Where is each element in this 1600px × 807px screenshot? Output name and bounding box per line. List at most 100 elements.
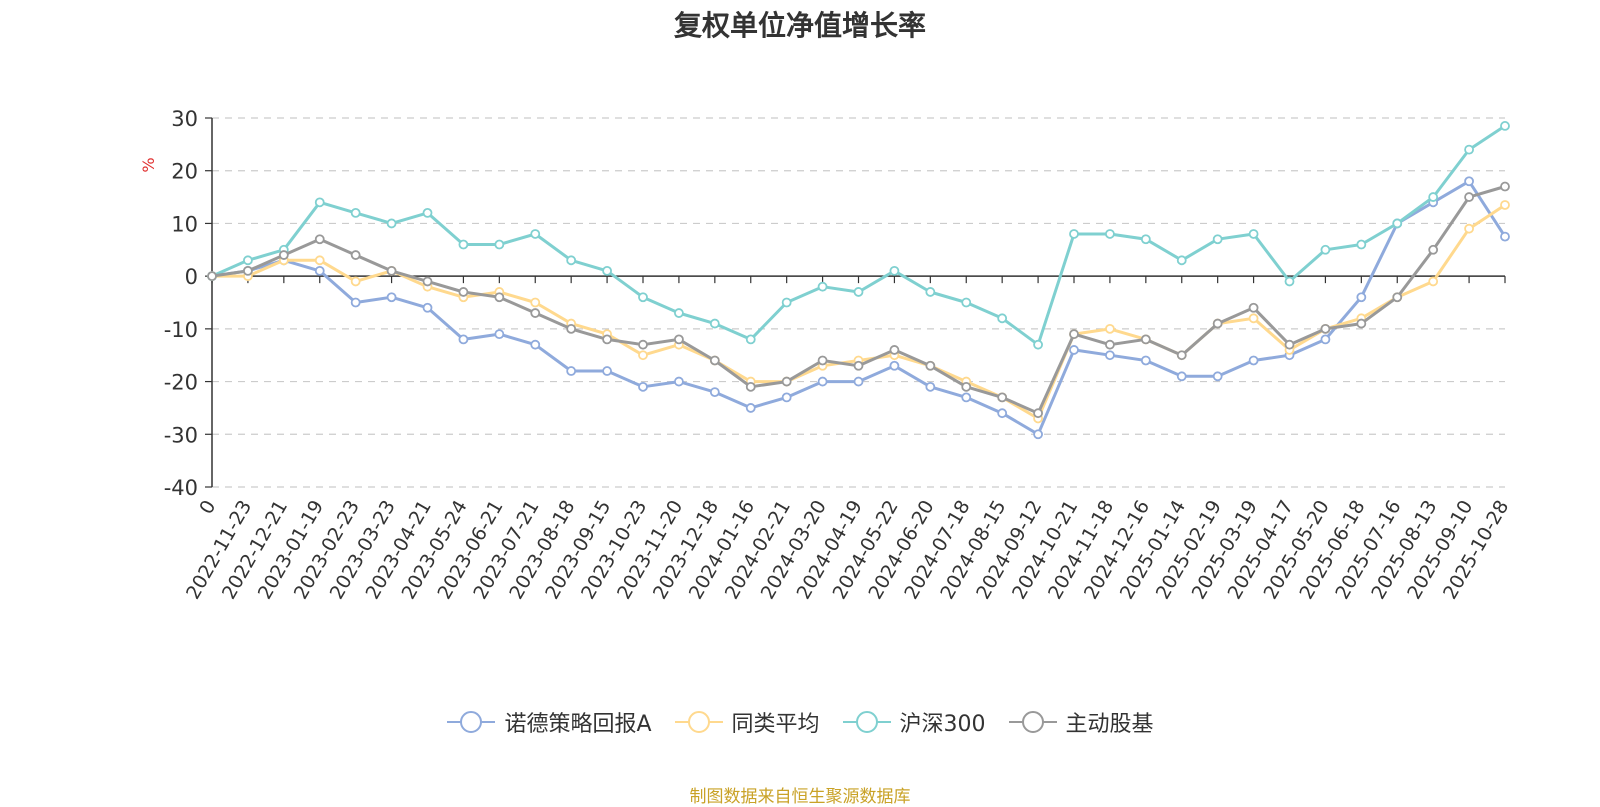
data-point (674, 376, 684, 387)
data-point (781, 297, 792, 308)
data-point (1500, 231, 1510, 242)
series-line (211, 124, 1506, 347)
data-point (1428, 192, 1439, 202)
chart-title: 复权单位净值增长率 (673, 9, 926, 42)
data-point (1356, 292, 1367, 303)
data-point (350, 250, 361, 260)
data-point (1248, 355, 1259, 366)
data-point (1033, 429, 1043, 440)
data-point (1500, 181, 1510, 192)
y-axis-label: % (139, 157, 158, 172)
data-point (853, 360, 864, 371)
data-point (745, 381, 756, 392)
data-point (530, 308, 541, 318)
data-point (709, 387, 720, 398)
data-point (314, 234, 325, 245)
data-point (1500, 121, 1510, 131)
data-point (1248, 313, 1259, 324)
series-line (212, 203, 1506, 420)
data-point (961, 297, 972, 308)
data-point (530, 339, 541, 350)
legend-label: 沪深300 (899, 712, 986, 737)
data-point (1464, 144, 1474, 155)
series-1 (207, 176, 1510, 440)
data-point (243, 255, 253, 266)
y-tick-label: 30 (171, 107, 198, 131)
legend-marker-icon (1008, 711, 1057, 733)
data-point (1033, 408, 1043, 419)
legend-item-3[interactable]: 沪深300 (842, 706, 986, 738)
series-3 (207, 121, 1510, 350)
data-point (1176, 350, 1187, 361)
line-chart: 3020100-10-20-30-4002022-11-232022-12-21… (139, 107, 1514, 603)
data-point (243, 265, 253, 276)
data-point (638, 292, 648, 303)
legend-marker-icon (842, 711, 891, 733)
data-point (566, 255, 577, 266)
data-point (1464, 192, 1474, 202)
data-point (853, 287, 864, 297)
source-note: 制图数据来自恒生聚源数据库 (689, 787, 911, 807)
data-point (638, 381, 648, 392)
data-point (817, 281, 828, 292)
legend-item-1[interactable]: 诺德策略回报A (446, 706, 652, 738)
data-point (1069, 329, 1079, 340)
data-point (1428, 276, 1439, 287)
data-point (1356, 239, 1367, 250)
data-point (1140, 355, 1151, 366)
data-point (386, 265, 397, 276)
data-point (422, 302, 433, 313)
data-point (889, 345, 900, 355)
data-point (602, 265, 612, 276)
data-point (314, 265, 325, 276)
legend-label: 主动股基 (1065, 712, 1154, 737)
data-point (1320, 323, 1331, 334)
data-point (1033, 339, 1043, 350)
data-point (1140, 234, 1151, 245)
data-point (1320, 334, 1331, 345)
data-point (602, 366, 612, 376)
data-point (1105, 339, 1115, 350)
legend-label: 同类平均 (731, 712, 820, 737)
legend-marker-icon (447, 711, 496, 733)
data-point (566, 366, 577, 376)
data-point (925, 381, 936, 392)
data-point (745, 403, 756, 413)
y-tick-label: -20 (164, 371, 198, 395)
legend-item-4[interactable]: 主动股基 (1008, 706, 1154, 738)
data-point (1105, 350, 1115, 361)
data-point (1212, 371, 1223, 382)
data-point (925, 360, 936, 371)
data-point (638, 350, 648, 361)
data-point (997, 392, 1008, 403)
data-point (1500, 200, 1510, 210)
data-point (494, 329, 505, 340)
legend-item-2[interactable]: 同类平均 (674, 706, 820, 738)
x-tick-label: 0 (195, 497, 220, 518)
data-point (1320, 244, 1331, 255)
y-tick-label: -30 (164, 423, 198, 447)
data-point (674, 308, 684, 318)
data-point (709, 318, 720, 329)
data-point (1284, 276, 1295, 287)
data-point (530, 297, 541, 308)
data-point (494, 239, 505, 250)
axes: 3020100-10-20-30-4002022-11-232022-12-21… (164, 107, 1514, 603)
data-point (1069, 229, 1079, 239)
data-point (817, 376, 828, 387)
legend: 诺德策略回报A 同类平均 沪深300 主动股基 (0, 706, 1600, 738)
data-point (566, 323, 577, 334)
data-point (1105, 323, 1115, 334)
data-point (781, 376, 792, 387)
data-point (889, 360, 900, 371)
data-point (1105, 229, 1115, 239)
data-point (745, 334, 756, 345)
data-point (781, 392, 792, 403)
data-point (889, 265, 900, 276)
data-point (278, 250, 289, 260)
data-point (1248, 302, 1259, 313)
y-tick-label: 10 (171, 212, 198, 236)
data-point (1464, 223, 1474, 234)
data-point (207, 271, 217, 282)
y-tick-label: 20 (171, 160, 198, 184)
